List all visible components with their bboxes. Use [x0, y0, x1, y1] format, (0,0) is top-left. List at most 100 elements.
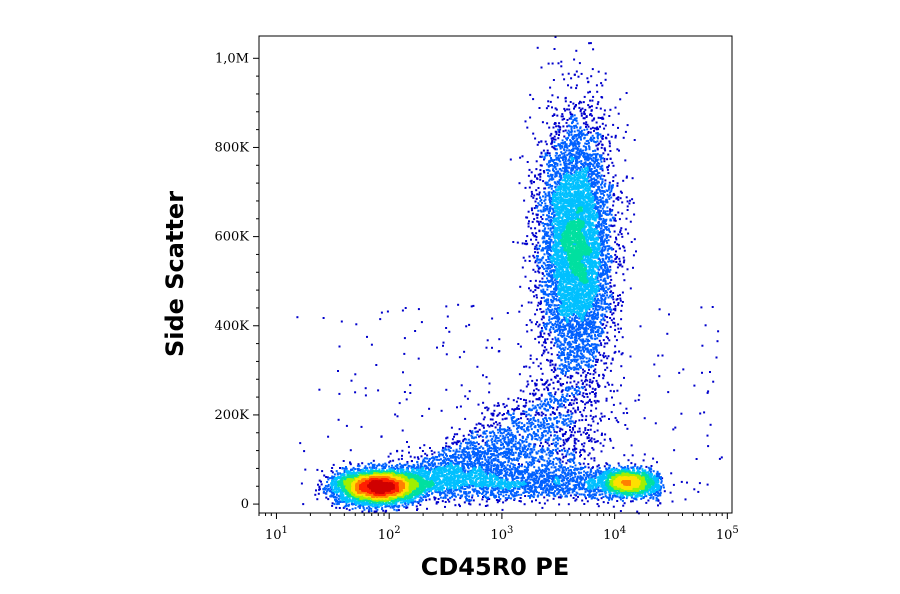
- data-point: [630, 467, 632, 469]
- data-point: [377, 389, 379, 391]
- data-point: [612, 180, 614, 182]
- data-point: [517, 460, 519, 462]
- data-point: [577, 468, 579, 470]
- data-point: [594, 400, 596, 402]
- data-point: [540, 379, 542, 381]
- data-point: [502, 495, 504, 497]
- data-point: [447, 499, 449, 501]
- data-point: [592, 356, 594, 358]
- data-point: [617, 266, 619, 268]
- data-point: [573, 355, 575, 357]
- data-point: [540, 210, 542, 212]
- data-point: [568, 366, 570, 368]
- data-point: [554, 364, 556, 366]
- data-point: [530, 280, 532, 282]
- data-point: [596, 122, 598, 124]
- data-point: [528, 445, 530, 447]
- data-point: [528, 464, 530, 466]
- data-point: [600, 136, 602, 138]
- data-point: [581, 360, 583, 362]
- data-point: [577, 431, 579, 433]
- data-point: [618, 302, 620, 304]
- data-point: [524, 495, 526, 497]
- data-point: [597, 159, 599, 161]
- data-point: [693, 488, 695, 490]
- data-point: [608, 339, 610, 341]
- data-point: [601, 303, 603, 305]
- data-point: [419, 504, 421, 506]
- data-point: [557, 439, 559, 441]
- data-point: [612, 447, 614, 449]
- data-point: [443, 342, 445, 344]
- data-point: [414, 456, 416, 458]
- data-point: [576, 356, 578, 358]
- data-point: [554, 337, 556, 339]
- data-point: [620, 229, 622, 231]
- data-point: [546, 208, 548, 210]
- data-point: [554, 445, 556, 447]
- data-point: [603, 225, 605, 227]
- data-point: [553, 472, 555, 474]
- data-point: [605, 290, 607, 292]
- data-point: [556, 172, 558, 174]
- data-point: [570, 125, 572, 127]
- data-point: [539, 403, 541, 405]
- data-point: [578, 364, 580, 366]
- data-point: [414, 330, 416, 332]
- data-point: [591, 105, 593, 107]
- data-point: [562, 444, 564, 446]
- data-point: [564, 329, 566, 331]
- data-point: [539, 174, 541, 176]
- data-point: [401, 458, 403, 460]
- data-point: [450, 447, 452, 449]
- data-point: [332, 502, 334, 504]
- data-point: [543, 297, 545, 299]
- data-point: [520, 390, 522, 392]
- data-point: [565, 366, 567, 368]
- data-point: [606, 367, 608, 369]
- data-point: [571, 337, 573, 339]
- data-point: [470, 447, 472, 449]
- data-point: [327, 436, 329, 438]
- data-point: [553, 293, 555, 295]
- data-point: [549, 236, 551, 238]
- data-point: [716, 357, 718, 359]
- data-point: [399, 402, 401, 404]
- data-point: [489, 383, 491, 385]
- data-point: [559, 129, 561, 131]
- data-point: [611, 214, 613, 216]
- data-point: [504, 438, 506, 440]
- data-point: [481, 461, 483, 463]
- data-point: [556, 153, 558, 155]
- data-point: [531, 171, 533, 173]
- data-point: [543, 268, 545, 270]
- data-point: [604, 183, 606, 185]
- data-point: [632, 500, 634, 502]
- data-point: [633, 254, 635, 256]
- data-point: [607, 283, 609, 285]
- data-point: [570, 410, 572, 412]
- data-point: [546, 277, 548, 279]
- data-point: [617, 323, 619, 325]
- data-point: [408, 446, 410, 448]
- data-point: [529, 400, 531, 402]
- data-point: [567, 411, 569, 413]
- data-point: [614, 285, 616, 287]
- data-point: [424, 453, 426, 455]
- data-point: [560, 359, 562, 361]
- data-point: [601, 493, 603, 495]
- data-point: [517, 343, 519, 345]
- data-point: [554, 413, 556, 415]
- data-point: [495, 440, 497, 442]
- data-point: [543, 408, 545, 410]
- data-point: [523, 444, 525, 446]
- data-point: [589, 114, 591, 116]
- data-point: [520, 456, 522, 458]
- data-point: [523, 257, 525, 259]
- data-point: [497, 424, 499, 426]
- data-point: [601, 331, 603, 333]
- data-point: [593, 370, 595, 372]
- data-point: [605, 495, 607, 497]
- data-point: [608, 303, 610, 305]
- data-point: [627, 124, 629, 126]
